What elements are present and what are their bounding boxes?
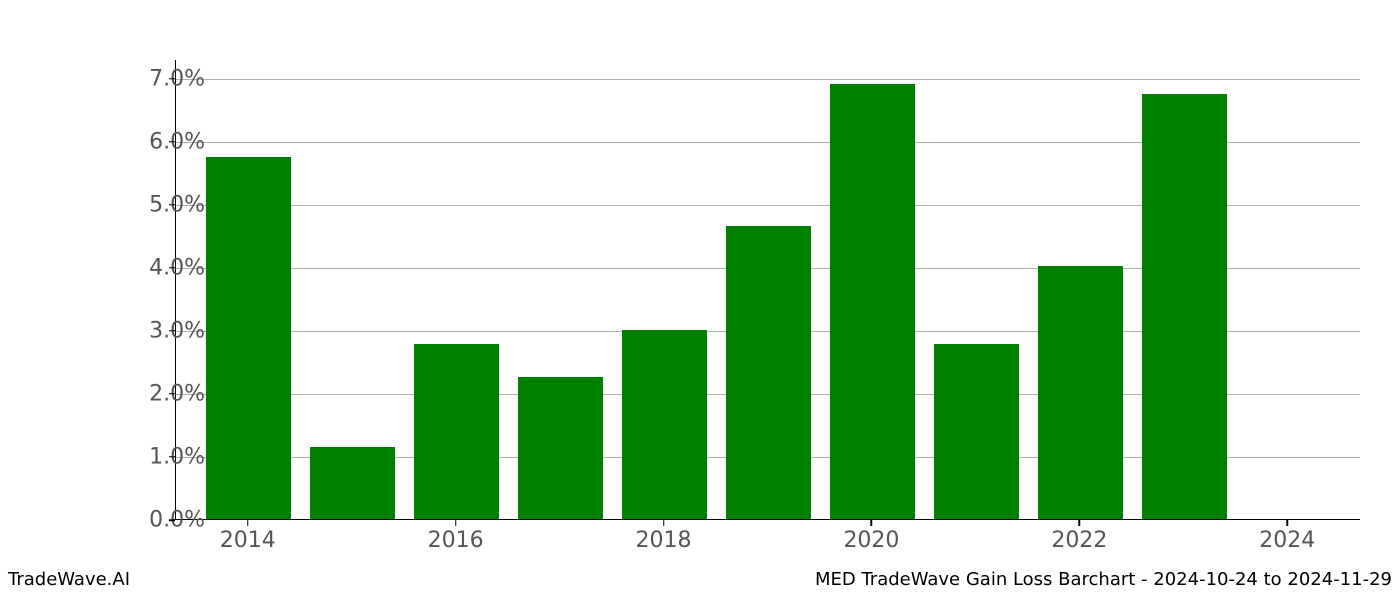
- x-tick-mark: [871, 520, 873, 526]
- y-tick-mark: [169, 267, 175, 269]
- y-tick-mark: [169, 519, 175, 521]
- bar-2023: [1142, 94, 1227, 519]
- x-tick-label: 2016: [428, 528, 484, 553]
- y-tick-label: 4.0%: [125, 255, 205, 280]
- y-tick-label: 3.0%: [125, 318, 205, 343]
- x-tick-mark: [247, 520, 249, 526]
- bar-2017: [518, 377, 603, 519]
- bar-2021: [934, 344, 1019, 519]
- y-tick-mark: [169, 78, 175, 80]
- y-tick-label: 0.0%: [125, 508, 205, 533]
- bar-2016: [414, 344, 499, 519]
- x-tick-label: 2022: [1051, 528, 1107, 553]
- x-tick-label: 2020: [843, 528, 899, 553]
- footer-left-text: TradeWave.AI: [8, 569, 130, 590]
- y-tick-mark: [169, 456, 175, 458]
- bar-2015: [310, 447, 395, 519]
- y-tick-mark: [169, 204, 175, 206]
- y-tick-label: 2.0%: [125, 381, 205, 406]
- y-tick-label: 1.0%: [125, 444, 205, 469]
- x-tick-mark: [455, 520, 457, 526]
- y-tick-label: 5.0%: [125, 192, 205, 217]
- bar-2014: [206, 157, 291, 519]
- bar-2019: [726, 226, 811, 519]
- footer-right-text: MED TradeWave Gain Loss Barchart - 2024-…: [815, 569, 1392, 590]
- bar-2020: [830, 84, 915, 519]
- bar-2022: [1038, 266, 1123, 519]
- y-tick-label: 7.0%: [125, 66, 205, 91]
- x-tick-label: 2024: [1259, 528, 1315, 553]
- x-tick-mark: [1286, 520, 1288, 526]
- x-tick-label: 2018: [636, 528, 692, 553]
- y-tick-mark: [169, 141, 175, 143]
- x-tick-mark: [1079, 520, 1081, 526]
- y-tick-label: 6.0%: [125, 129, 205, 154]
- plot-area: [175, 60, 1360, 520]
- gridline: [176, 79, 1360, 80]
- y-tick-mark: [169, 393, 175, 395]
- x-tick-mark: [663, 520, 665, 526]
- x-tick-label: 2014: [220, 528, 276, 553]
- y-tick-mark: [169, 330, 175, 332]
- chart-area: [175, 60, 1360, 520]
- bar-2018: [622, 330, 707, 519]
